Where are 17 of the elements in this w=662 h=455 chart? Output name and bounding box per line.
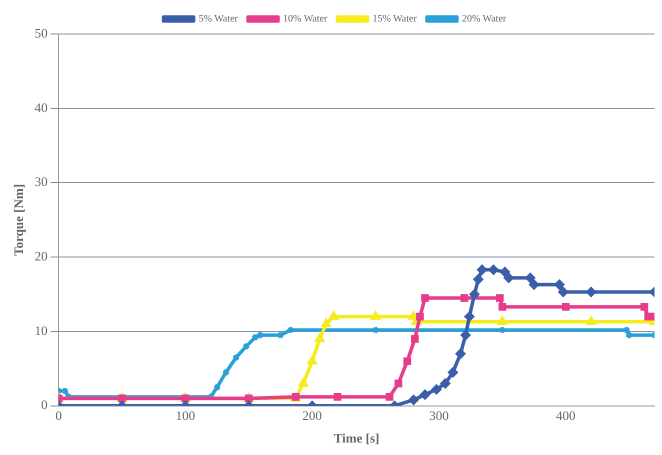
y-tick-label: 10: [34, 322, 48, 338]
x-tick-label: 0: [55, 408, 62, 424]
x-axis-title: Time [s]: [334, 430, 380, 446]
x-tick-label: 400: [556, 408, 576, 424]
legend-label: 15% Water: [372, 14, 418, 25]
x-tick-label: 300: [429, 408, 449, 424]
legend-label: 5% Water: [198, 14, 239, 25]
legend-label: 10% Water: [283, 14, 328, 25]
y-tick-label: 50: [34, 25, 48, 40]
y-tick-label: 20: [34, 248, 48, 264]
y-tick-label: 30: [34, 174, 48, 190]
y-tick-label: 0: [41, 397, 48, 412]
y-tick-label: 40: [34, 100, 48, 115]
x-tick-label: 100: [176, 408, 196, 424]
y-axis-title: Torque [Nm]: [11, 184, 26, 256]
x-tick-label: 200: [302, 408, 322, 424]
legend-label: 20% Water: [462, 14, 507, 25]
